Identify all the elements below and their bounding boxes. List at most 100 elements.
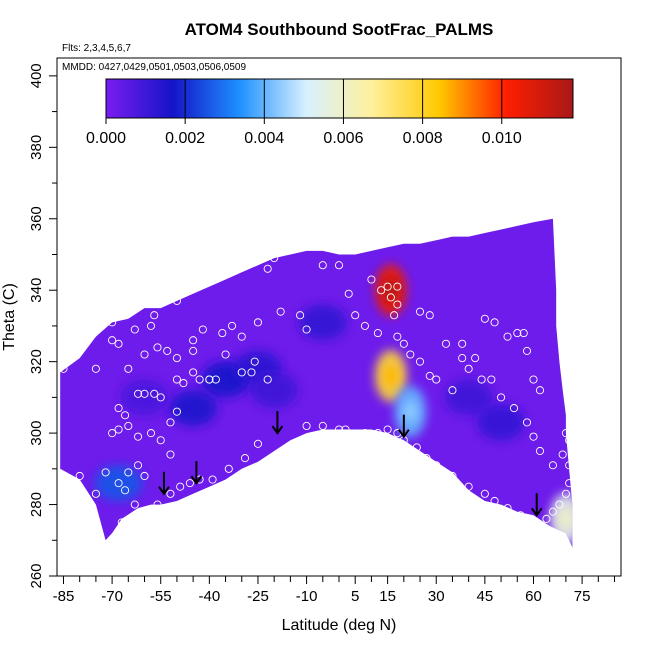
sample-point <box>140 389 149 398</box>
arrow-marker <box>158 471 170 496</box>
sample-point <box>270 254 279 263</box>
sample-point <box>490 496 499 506</box>
sample-point <box>448 471 457 481</box>
sample-point <box>490 318 499 327</box>
x-tick-label: -70 <box>101 588 123 605</box>
flights-annotation: Flts: 2,3,4,5,6,7 <box>62 43 131 54</box>
sample-point <box>522 418 532 427</box>
sample-point <box>218 329 227 338</box>
sample-point <box>458 339 467 348</box>
sample-point <box>108 336 117 345</box>
sample-point <box>163 346 172 355</box>
x-tick-label: -10 <box>296 588 318 605</box>
sample-point <box>519 329 528 338</box>
sample-point <box>393 332 402 341</box>
sample-point <box>224 464 233 473</box>
sample-point <box>542 514 551 523</box>
sample-point <box>513 329 522 338</box>
sample-point <box>464 364 473 373</box>
sample-point <box>172 296 181 305</box>
colorbar-ramp <box>105 78 574 119</box>
x-tick-label: -25 <box>247 588 269 605</box>
sample-point <box>529 375 538 384</box>
sample-point <box>516 511 525 520</box>
sample-point <box>558 450 567 459</box>
x-axis: -85 -70 -55 -40 -25 -10 5 15 30 45 60 75 <box>53 576 616 605</box>
sample-point <box>458 354 467 363</box>
sample-point <box>276 307 285 316</box>
sample-point <box>176 482 185 491</box>
sample-point <box>318 421 327 431</box>
sample-point <box>153 343 162 352</box>
sample-point <box>166 450 175 459</box>
sample-point <box>464 482 473 491</box>
sample-point <box>198 325 207 334</box>
sample-point <box>121 411 130 420</box>
sample-point <box>390 311 399 320</box>
sample-point <box>189 336 198 345</box>
sample-point <box>140 471 149 481</box>
sample-point <box>373 329 382 338</box>
x-tick-label: 30 <box>428 588 445 605</box>
sample-point <box>412 443 421 452</box>
arrow-markers <box>158 411 543 517</box>
sample-point <box>189 346 198 355</box>
sample-point <box>227 321 237 330</box>
sample-point <box>393 282 402 291</box>
sample-point <box>565 461 574 470</box>
x-tick-label: 60 <box>525 588 542 605</box>
sample-point <box>399 339 408 348</box>
y-tick-label: 380 <box>28 135 45 160</box>
arrow-marker <box>271 411 284 435</box>
sample-point <box>240 454 250 463</box>
sample-point <box>101 468 110 477</box>
sample-point <box>522 346 532 355</box>
sample-point <box>341 425 350 434</box>
sample-point <box>114 479 123 488</box>
sample-point <box>535 446 545 456</box>
sample-point <box>253 318 263 327</box>
colorbar-tick-label: 0.010 <box>482 130 522 147</box>
sample-point <box>296 311 305 320</box>
sample-point <box>344 289 353 298</box>
sample-point <box>383 282 392 291</box>
y-axis: 260 280 300 320 340 360 380 400 <box>28 63 57 589</box>
sample-point <box>156 436 165 445</box>
sample-point <box>172 354 181 363</box>
sample-point <box>124 468 133 477</box>
sample-point <box>302 325 311 334</box>
colorbar-tick-label: 0.008 <box>403 130 443 147</box>
sample-point <box>114 339 123 348</box>
y-tick-label: 320 <box>28 349 45 374</box>
sample-point <box>146 321 156 330</box>
sample-point <box>351 311 360 320</box>
sample-point <box>221 350 230 359</box>
sample-point <box>555 500 564 509</box>
sample-point <box>302 421 311 431</box>
hotspot-core <box>403 400 418 423</box>
hotspot-core <box>558 507 573 530</box>
sample-points <box>59 254 574 545</box>
sample-point <box>360 321 369 330</box>
sample-point <box>156 393 165 402</box>
sample-point <box>263 375 272 384</box>
sample-point <box>124 421 133 431</box>
sample-point <box>441 339 451 348</box>
sample-point <box>497 393 506 402</box>
y-axis-label: Theta (C) <box>1 283 18 351</box>
sample-point <box>360 429 369 438</box>
x-tick-label: 45 <box>477 588 494 605</box>
sample-point <box>179 379 188 388</box>
sample-point <box>130 325 139 334</box>
sample-point <box>75 471 84 481</box>
sample-point <box>195 375 204 384</box>
sample-point <box>425 311 434 320</box>
hotspot <box>298 304 347 341</box>
sample-point <box>425 371 434 380</box>
sample-point <box>59 364 68 373</box>
sample-point <box>91 489 100 498</box>
sample-point <box>205 375 214 384</box>
sample-point <box>146 429 156 438</box>
sample-point <box>503 504 512 513</box>
